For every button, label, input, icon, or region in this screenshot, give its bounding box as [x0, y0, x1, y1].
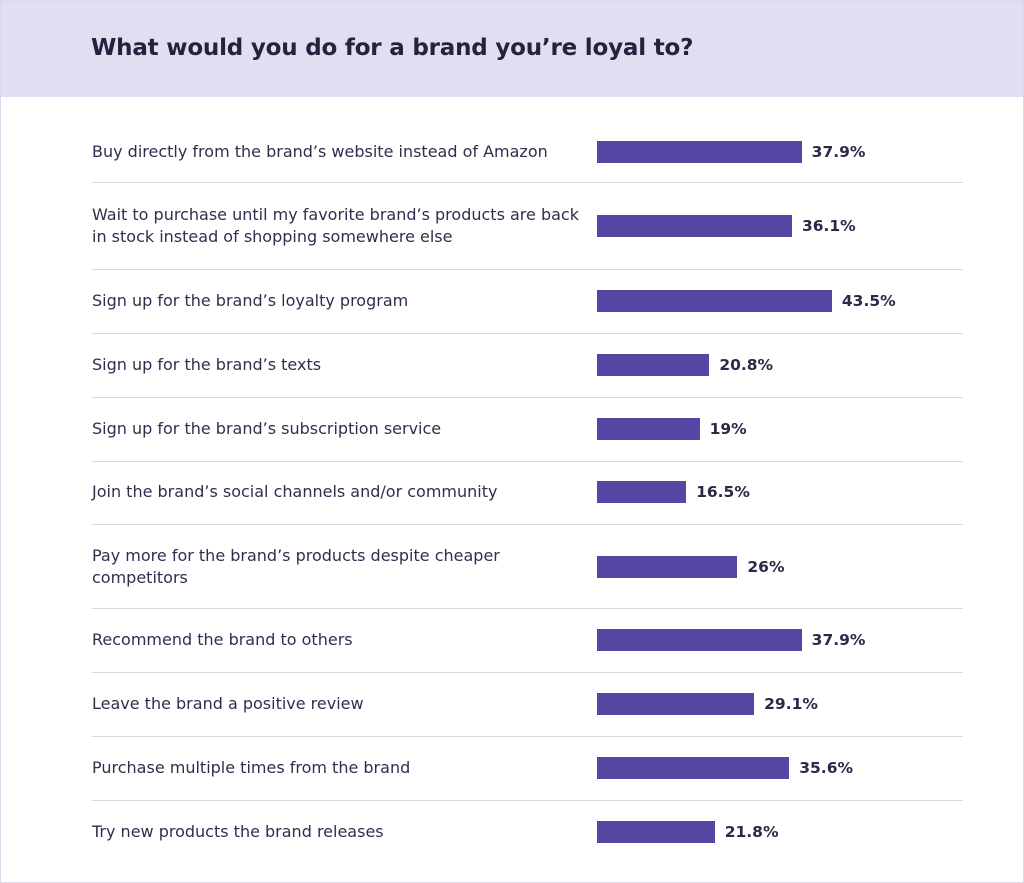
category-label: Purchase multiple times from the brand — [92, 758, 411, 777]
bar — [597, 290, 832, 312]
row-divider — [92, 461, 963, 462]
bar — [597, 556, 738, 578]
value-label: 26% — [747, 558, 785, 576]
bar — [597, 141, 802, 163]
row-divider — [92, 736, 963, 737]
row-divider — [92, 800, 963, 801]
bar — [597, 629, 802, 651]
bar — [597, 821, 715, 843]
value-label: 29.1% — [764, 695, 818, 713]
bar — [597, 418, 700, 440]
bar — [597, 215, 792, 237]
category-label: Pay more for the brand’s products despit… — [92, 546, 500, 587]
value-label: 36.1% — [801, 217, 856, 235]
chart-header: What would you do for a brand you’re loy… — [1, 1, 1023, 97]
value-label: 43.5% — [841, 292, 896, 310]
row-divider — [92, 608, 963, 609]
row-divider — [92, 269, 963, 270]
value-label: 35.6% — [799, 759, 854, 777]
category-label: Try new products the brand releases — [92, 822, 384, 841]
chart-title: What would you do for a brand you’re loy… — [91, 35, 694, 61]
category-label: Recommend the brand to others — [92, 630, 353, 649]
row-divider — [92, 524, 963, 525]
row-divider — [92, 672, 963, 673]
bar — [597, 354, 710, 376]
value-label: 37.9% — [811, 143, 866, 161]
row-divider — [92, 333, 963, 334]
value-label: 16.5% — [696, 483, 750, 501]
value-label: 21.8% — [724, 823, 779, 841]
value-label: 37.9% — [811, 631, 866, 649]
bar — [597, 693, 755, 715]
category-label: Join the brand’s social channels and/or … — [92, 482, 498, 501]
row-divider — [92, 397, 963, 398]
bar — [597, 757, 790, 779]
value-label: 20.8% — [719, 356, 774, 374]
value-label: 19% — [709, 420, 747, 438]
category-label: Wait to purchase until my favorite brand… — [92, 205, 579, 246]
category-label: Sign up for the brand’s texts — [92, 355, 322, 374]
category-label: Sign up for the brand’s loyalty program — [92, 291, 409, 310]
row-divider — [92, 182, 963, 183]
category-label: Leave the brand a positive review — [92, 694, 364, 713]
category-label: Sign up for the brand’s subscription ser… — [92, 419, 442, 438]
category-label: Buy directly from the brand’s website in… — [92, 142, 548, 161]
bar — [597, 481, 687, 503]
